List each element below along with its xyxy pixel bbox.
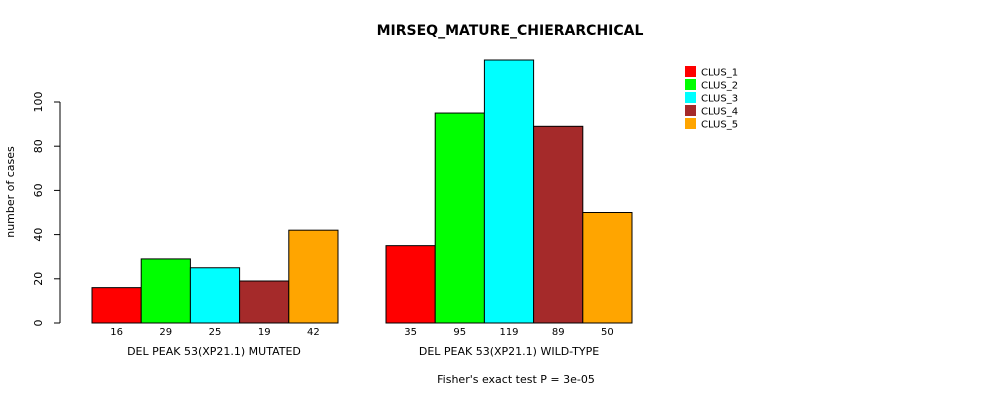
bar-value-label: 42	[307, 327, 320, 338]
bar-clus-2-group-1	[140, 258, 191, 324]
bar-clus-3-group-2	[483, 59, 535, 324]
bar-value-label: 19	[258, 327, 271, 338]
legend-swatch-clus-4	[685, 105, 696, 116]
bar-value-label: 89	[552, 327, 565, 338]
bar-clus-4-group-2	[533, 125, 584, 324]
legend-label: CLUS_5	[701, 120, 738, 131]
bar-clus-4-group-1	[239, 280, 290, 324]
legend-label: CLUS_2	[701, 81, 738, 92]
bar-value-label: 25	[209, 327, 222, 338]
group-label-mutated: DEL PEAK 53(XP21.1) MUTATED	[127, 345, 301, 358]
chart-title: MIRSEQ_MATURE_CHIERARCHICAL	[377, 23, 644, 39]
bar-clus-5-group-2	[582, 212, 633, 324]
bar-value-labels: 16 29 25 19 42 35 95 119 89 50	[110, 327, 614, 338]
y-axis: 0 20 40 60 80 100	[32, 92, 61, 327]
legend-swatch-clus-5	[685, 118, 696, 129]
y-tick-label: 60	[32, 183, 45, 197]
bar-clus-1-group-2	[385, 245, 436, 324]
bar-clus-5-group-1	[288, 229, 339, 324]
bar-value-label: 119	[499, 327, 518, 338]
bar-value-label: 35	[404, 327, 417, 338]
legend-label: CLUS_3	[701, 94, 738, 105]
bar-clus-2-group-2	[434, 112, 485, 324]
legend-swatch-clus-2	[685, 79, 696, 90]
legend-swatch-clus-1	[685, 66, 696, 77]
legend-swatch-clus-3	[685, 92, 696, 103]
y-tick-label: 20	[32, 272, 45, 286]
legend-label: CLUS_4	[701, 107, 738, 118]
fisher-test-footnote: Fisher's exact test P = 3e-05	[437, 373, 595, 386]
bar-value-label: 95	[453, 327, 466, 338]
bars	[91, 59, 633, 324]
bar-value-label: 16	[110, 327, 123, 338]
group-label-wild-type: DEL PEAK 53(XP21.1) WILD-TYPE	[419, 345, 599, 358]
y-axis-label: number of cases	[4, 146, 17, 238]
y-tick-label: 80	[32, 139, 45, 153]
y-tick-label: 100	[32, 92, 45, 113]
legend-label: CLUS_1	[701, 68, 738, 79]
y-tick-label: 40	[32, 228, 45, 242]
bar-clus-3-group-1	[189, 267, 241, 324]
y-tick-label: 0	[32, 320, 45, 327]
bar-value-label: 29	[159, 327, 172, 338]
bar-clus-1-group-1	[91, 287, 142, 324]
legend: CLUS_1 CLUS_2 CLUS_3 CLUS_4 CLUS_5	[685, 66, 738, 131]
bar-value-label: 50	[601, 327, 614, 338]
